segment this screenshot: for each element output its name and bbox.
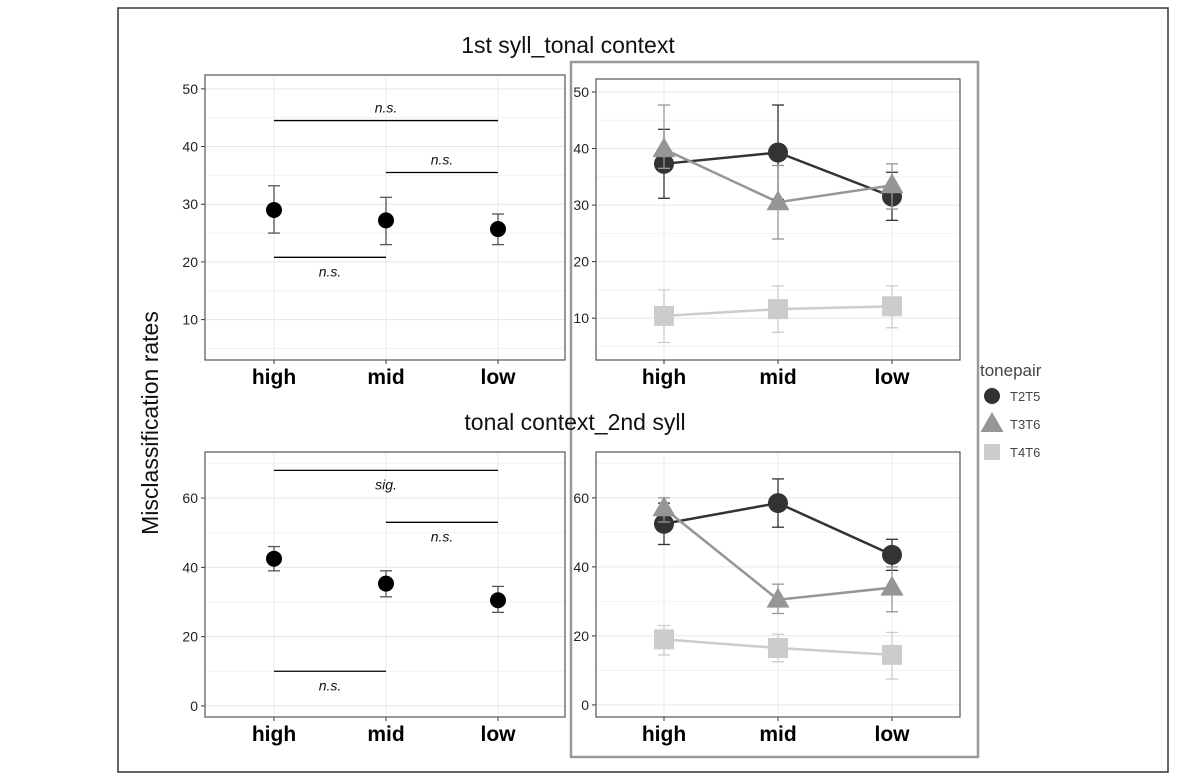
y-tick-label: 20 (573, 254, 589, 270)
legend-title: tonepair (980, 361, 1042, 380)
legend-key-T4T6 (984, 444, 1000, 460)
y-tick-label: 60 (182, 490, 198, 506)
data-point-all-mid (378, 212, 394, 229)
significance-label: n.s. (431, 528, 454, 544)
legend-label-T2T5: T2T5 (1010, 389, 1040, 404)
y-tick-label: 30 (573, 197, 589, 213)
panel-2: 10 20 30 40 50 high mid low (573, 78, 961, 389)
data-point-T4T6-mid (768, 637, 788, 658)
data-point-all-high (266, 550, 282, 567)
x-tick-label: low (481, 723, 517, 746)
y-tick-label: 50 (573, 84, 589, 100)
data-point-T3T6-mid (766, 190, 790, 211)
y-tick-label: 0 (581, 697, 589, 713)
x-tick-label: high (642, 723, 686, 746)
panel-1: 10 20 30 40 50 high mid low n.s. n.s. n.s. (182, 74, 566, 389)
x-tick-label: low (481, 366, 517, 389)
y-tick-label: 40 (573, 141, 589, 157)
x-tick-label: high (642, 366, 686, 389)
y-tick-label: 20 (182, 254, 198, 270)
y-tick-label: 10 (573, 310, 589, 326)
panel-border (595, 78, 961, 361)
y-tick-label: 40 (182, 559, 198, 575)
panel-3: 0 20 40 60 high mid low sig. n.s. n.s. (182, 451, 566, 746)
x-tick-label: high (252, 723, 296, 746)
significance-label: n.s. (319, 263, 342, 279)
y-tick-label: 10 (182, 312, 198, 328)
right-panels-frame (569, 60, 980, 759)
significance-label: sig. (375, 476, 397, 492)
y-tick-label: 30 (182, 196, 198, 212)
title-top: 1st syll_tonal context (461, 32, 675, 58)
y-tick-label: 40 (573, 559, 589, 575)
legend-key-T3T6 (980, 412, 1004, 432)
x-tick-label: mid (367, 723, 404, 746)
x-tick-label: low (875, 723, 911, 746)
data-point-all-mid (378, 575, 394, 592)
data-point-T4T6-low (882, 644, 902, 665)
data-point-T3T6-high (652, 137, 676, 158)
data-point-T3T6-mid (766, 587, 790, 608)
data-point-T2T5-mid (768, 142, 788, 163)
data-point-T2T5-low (882, 544, 902, 565)
significance-label: n.s. (431, 152, 454, 168)
data-point-T3T6-low (880, 173, 904, 194)
panel-border (204, 74, 566, 361)
data-point-T4T6-mid (768, 299, 788, 320)
y-tick-label: 20 (573, 628, 589, 644)
outer-frame (117, 7, 1169, 773)
significance-label: n.s. (319, 677, 342, 693)
data-point-all-high (266, 202, 282, 218)
panel-border (204, 451, 566, 718)
x-tick-label: low (875, 366, 911, 389)
legend-label-T4T6: T4T6 (1010, 445, 1040, 460)
data-point-T4T6-low (882, 296, 902, 317)
x-tick-label: mid (759, 366, 796, 389)
data-point-T4T6-high (654, 629, 674, 650)
data-point-T2T5-mid (768, 493, 788, 514)
x-tick-label: mid (367, 366, 404, 389)
data-point-all-low (490, 221, 506, 238)
panel-4: 0 20 40 60 high mid low (573, 451, 961, 746)
data-point-all-low (490, 592, 506, 609)
x-tick-label: mid (759, 723, 796, 746)
legend-label-T3T6: T3T6 (1010, 417, 1040, 432)
legend-key-T2T5 (984, 388, 1000, 404)
significance-label: n.s. (375, 100, 398, 116)
y-tick-label: 40 (182, 139, 198, 155)
data-point-T3T6-low (880, 575, 904, 596)
panel-border (595, 451, 961, 718)
y-tick-label: 50 (182, 81, 198, 97)
data-point-T3T6-high (652, 496, 676, 517)
y-tick-label: 0 (190, 698, 198, 714)
y-tick-label: 60 (573, 490, 589, 506)
data-point-T4T6-high (654, 305, 674, 326)
y-axis-label: Misclassification rates (137, 311, 163, 535)
y-tick-label: 20 (182, 629, 198, 645)
x-tick-label: high (252, 366, 296, 389)
title-bottom: tonal context_2nd syll (464, 409, 685, 435)
data-point-T2T5-high (654, 513, 674, 534)
legend: tonepair T2T5 T3T6 T4T6 (980, 361, 1042, 460)
